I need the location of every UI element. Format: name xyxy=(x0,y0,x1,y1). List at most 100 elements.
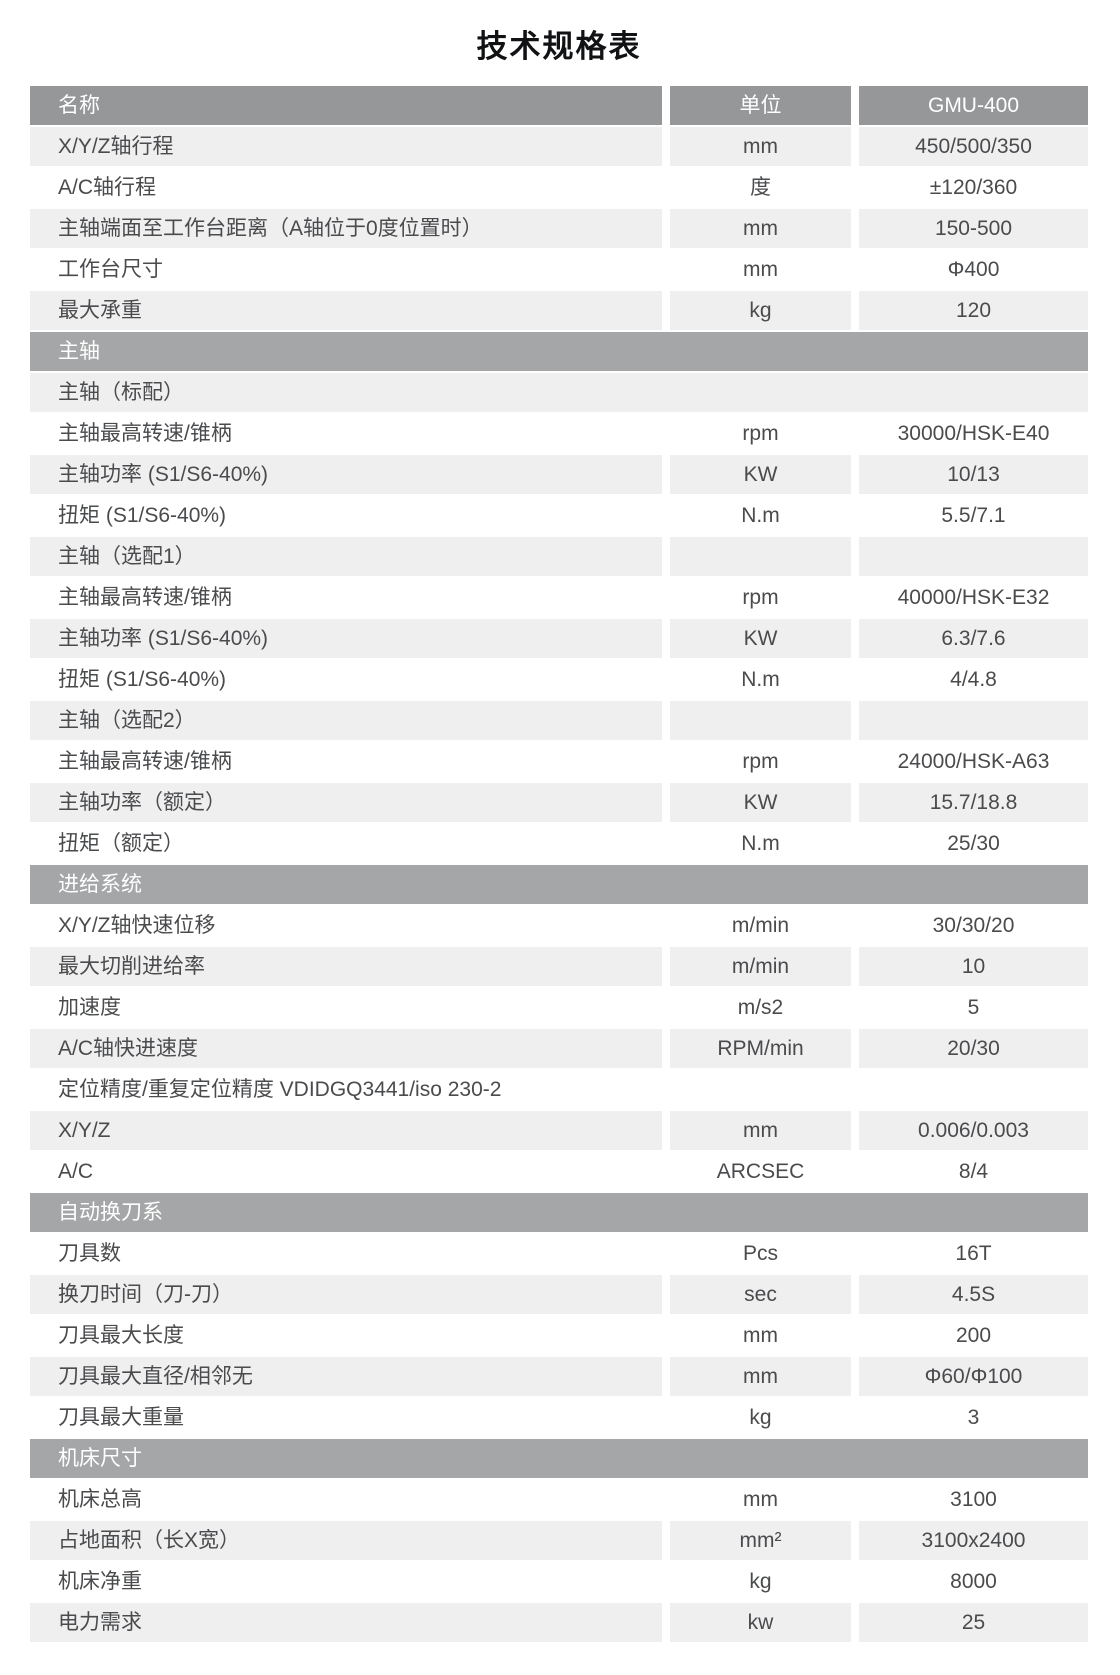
spec-name-cell: 主轴最高转速/锥柄 xyxy=(30,414,662,453)
table-row: 主轴（选配2） xyxy=(30,701,1088,740)
spec-value-cell: 8000 xyxy=(859,1562,1088,1601)
spec-name-cell: 刀具数 xyxy=(30,1234,662,1273)
section-title-machine-size: 机床尺寸 xyxy=(30,1439,1088,1478)
table-row: A/C轴快进速度 RPM/min 20/30 xyxy=(30,1029,1088,1068)
spec-unit-cell: kg xyxy=(670,291,851,330)
table-row: 定位精度/重复定位精度 VDIDGQ3441/iso 230-2 xyxy=(30,1070,1088,1109)
table-row: 最大切削进给率 m/min 10 xyxy=(30,947,1088,986)
section-row: 机床尺寸 xyxy=(30,1439,1088,1478)
spec-name-cell: 机床净重 xyxy=(30,1562,662,1601)
table-row: 刀具最大重量 kg 3 xyxy=(30,1398,1088,1437)
spec-value-cell: 4/4.8 xyxy=(859,660,1088,699)
spec-unit-cell: kg xyxy=(670,1562,851,1601)
spec-name-cell: X/Y/Z轴行程 xyxy=(30,127,662,166)
spec-name-cell: 换刀时间（刀-刀） xyxy=(30,1275,662,1314)
spec-unit-cell xyxy=(670,701,851,740)
spec-name-cell: 电力需求 xyxy=(30,1603,662,1642)
spec-value-cell: 30000/HSK-E40 xyxy=(859,414,1088,453)
spec-unit-cell: mm xyxy=(670,1316,851,1355)
table-row: 机床净重 kg 8000 xyxy=(30,1562,1088,1601)
spec-value-cell: 4.5S xyxy=(859,1275,1088,1314)
table-row: 扭矩（额定） N.m 25/30 xyxy=(30,824,1088,863)
spec-unit-cell: mm xyxy=(670,1357,851,1396)
spec-name-cell: 主轴功率 (S1/S6-40%) xyxy=(30,619,662,658)
spec-name-cell: 主轴最高转速/锥柄 xyxy=(30,578,662,617)
spec-name-cell: 最大切削进给率 xyxy=(30,947,662,986)
spec-name-cell: 主轴功率 (S1/S6-40%) xyxy=(30,455,662,494)
spec-value-cell: 3 xyxy=(859,1398,1088,1437)
spec-value-cell: 3100x2400 xyxy=(859,1521,1088,1560)
spec-value-cell: 3100 xyxy=(859,1480,1088,1519)
table-row: A/C ARCSEC 8/4 xyxy=(30,1152,1088,1191)
spec-unit-cell xyxy=(670,537,851,576)
spec-value-cell: Φ400 xyxy=(859,250,1088,289)
spec-unit-cell: RPM/min xyxy=(670,1029,851,1068)
spec-table: 名称 单位 GMU-400 X/Y/Z轴行程 mm 450/500/350 A/… xyxy=(30,86,1088,1642)
table-row: A/C轴行程 度 ±120/360 xyxy=(30,168,1088,207)
spec-value-cell: 25 xyxy=(859,1603,1088,1642)
spec-value-cell: 8/4 xyxy=(859,1152,1088,1191)
spec-unit-cell: mm xyxy=(670,127,851,166)
table-row: 主轴功率（额定） KW 15.7/18.8 xyxy=(30,783,1088,822)
column-header-model: GMU-400 xyxy=(859,86,1088,125)
spec-unit-cell: mm xyxy=(670,1480,851,1519)
spec-name-cell: 刀具最大重量 xyxy=(30,1398,662,1437)
section-title-atc: 自动换刀系 xyxy=(30,1193,1088,1232)
spec-unit-cell: mm xyxy=(670,250,851,289)
table-row: 主轴功率 (S1/S6-40%) KW 6.3/7.6 xyxy=(30,619,1088,658)
section-row: 主轴 xyxy=(30,332,1088,371)
spec-value-cell: 10/13 xyxy=(859,455,1088,494)
table-row: 主轴（选配1） xyxy=(30,537,1088,576)
table-row: 加速度 m/s2 5 xyxy=(30,988,1088,1027)
spec-name-cell: 主轴（选配1） xyxy=(30,537,662,576)
spec-unit-cell: ARCSEC xyxy=(670,1152,851,1191)
table-row: X/Y/Z mm 0.006/0.003 xyxy=(30,1111,1088,1150)
table-row: 刀具数 Pcs 16T xyxy=(30,1234,1088,1273)
spec-value-cell: 30/30/20 xyxy=(859,906,1088,945)
table-row: 刀具最大长度 mm 200 xyxy=(30,1316,1088,1355)
section-row: 自动换刀系 xyxy=(30,1193,1088,1232)
spec-unit-cell: rpm xyxy=(670,414,851,453)
spec-name-cell: X/Y/Z轴快速位移 xyxy=(30,906,662,945)
spec-unit-cell: mm xyxy=(670,209,851,248)
spec-unit-cell: KW xyxy=(670,619,851,658)
column-header-name: 名称 xyxy=(30,86,662,125)
table-row: 工作台尺寸 mm Φ400 xyxy=(30,250,1088,289)
spec-unit-cell: m/min xyxy=(670,947,851,986)
table-row: 主轴端面至工作台距离（A轴位于0度位置时） mm 150-500 xyxy=(30,209,1088,248)
page-title: 技术规格表 xyxy=(476,29,642,64)
spec-value-cell: 16T xyxy=(859,1234,1088,1273)
table-row: 最大承重 kg 120 xyxy=(30,291,1088,330)
spec-value-cell xyxy=(859,537,1088,576)
spec-unit-cell: N.m xyxy=(670,660,851,699)
spec-name-cell: 主轴最高转速/锥柄 xyxy=(30,742,662,781)
spec-name-cell: 机床总高 xyxy=(30,1480,662,1519)
spec-value-cell: 200 xyxy=(859,1316,1088,1355)
spec-value-cell: 5.5/7.1 xyxy=(859,496,1088,535)
spec-name-cell: X/Y/Z xyxy=(30,1111,662,1150)
spec-name-cell: 扭矩 (S1/S6-40%) xyxy=(30,496,662,535)
spec-name-cell: 工作台尺寸 xyxy=(30,250,662,289)
spec-unit-cell: mm² xyxy=(670,1521,851,1560)
spec-name-cell: 主轴功率（额定） xyxy=(30,783,662,822)
table-row: 占地面积（长X宽） mm² 3100x2400 xyxy=(30,1521,1088,1560)
spec-value-cell: 15.7/18.8 xyxy=(859,783,1088,822)
table-header-row: 名称 单位 GMU-400 xyxy=(30,86,1088,125)
spec-unit-cell: N.m xyxy=(670,824,851,863)
section-title-spindle: 主轴 xyxy=(30,332,1088,371)
spec-unit-cell: 度 xyxy=(670,168,851,207)
spec-value-cell: 40000/HSK-E32 xyxy=(859,578,1088,617)
section-row: 进给系统 xyxy=(30,865,1088,904)
spec-name-cell: 刀具最大长度 xyxy=(30,1316,662,1355)
spec-name-cell: 刀具最大直径/相邻无 xyxy=(30,1357,662,1396)
spec-unit-cell: rpm xyxy=(670,578,851,617)
table-row: 刀具最大直径/相邻无 mm Φ60/Φ100 xyxy=(30,1357,1088,1396)
table-row: 主轴最高转速/锥柄 rpm 40000/HSK-E32 xyxy=(30,578,1088,617)
spec-value-cell: ±120/360 xyxy=(859,168,1088,207)
table-row: 扭矩 (S1/S6-40%) N.m 4/4.8 xyxy=(30,660,1088,699)
spec-value-cell: 5 xyxy=(859,988,1088,1027)
spec-unit-cell: rpm xyxy=(670,742,851,781)
spec-subgroup-cell: 定位精度/重复定位精度 VDIDGQ3441/iso 230-2 xyxy=(30,1070,1088,1109)
spec-name-cell: 主轴（选配2） xyxy=(30,701,662,740)
table-row: X/Y/Z轴行程 mm 450/500/350 xyxy=(30,127,1088,166)
